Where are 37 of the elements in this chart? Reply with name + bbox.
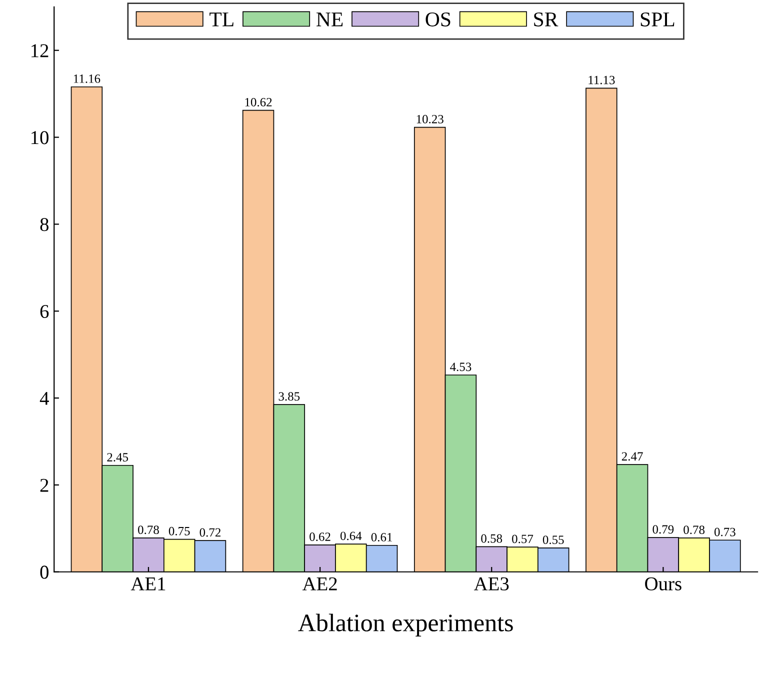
legend-label: TL bbox=[210, 12, 234, 26]
data-label: 2.47 bbox=[622, 452, 643, 461]
data-label: 0.58 bbox=[481, 534, 502, 543]
x-axis-title: Ablation experiments bbox=[298, 614, 513, 636]
data-label: 11.16 bbox=[74, 74, 100, 83]
x-tick-label: AE3 bbox=[474, 577, 509, 590]
data-label: 0.64 bbox=[340, 532, 362, 540]
y-tick-label: 6 bbox=[40, 304, 49, 318]
data-label: 0.78 bbox=[684, 526, 705, 534]
data-label: 0.79 bbox=[652, 525, 674, 534]
y-tick-label: 4 bbox=[40, 392, 49, 405]
data-label: 2.45 bbox=[107, 453, 128, 462]
data-label: 0.73 bbox=[714, 528, 736, 536]
data-label: 0.61 bbox=[371, 532, 392, 542]
y-tick-label: 12 bbox=[32, 44, 48, 58]
y-tick-label: 10 bbox=[32, 131, 49, 144]
legend-label: SR bbox=[534, 12, 558, 26]
legend-label: SPL bbox=[640, 12, 674, 26]
data-label: 0.78 bbox=[138, 526, 159, 534]
data-label: 0.75 bbox=[168, 526, 190, 536]
x-tick-label: Ours bbox=[645, 577, 682, 590]
data-label: 3.85 bbox=[278, 392, 300, 401]
data-label: 10.23 bbox=[416, 114, 444, 124]
x-tick-label: AE2 bbox=[302, 577, 337, 590]
data-label: 0.57 bbox=[512, 534, 534, 544]
x-tick-label: AE1 bbox=[130, 577, 166, 590]
y-tick-label: 0 bbox=[40, 566, 49, 579]
y-tick-label: 2 bbox=[40, 478, 48, 492]
data-label: 11.13 bbox=[588, 76, 615, 84]
data-label: 10.62 bbox=[245, 98, 272, 106]
y-tick-label: 8 bbox=[40, 218, 49, 232]
data-label: 0.62 bbox=[310, 532, 330, 542]
data-label: 4.53 bbox=[450, 362, 472, 372]
data-label: 0.55 bbox=[542, 536, 564, 544]
data-label: 0.72 bbox=[200, 528, 220, 537]
legend-label: NE bbox=[316, 12, 343, 26]
legend-label: OS bbox=[426, 12, 450, 26]
